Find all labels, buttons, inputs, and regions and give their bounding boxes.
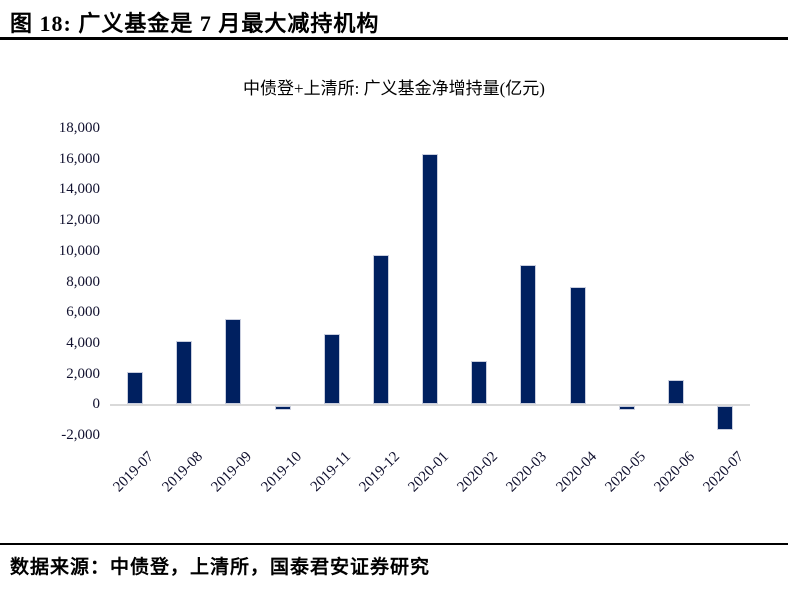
figure-caption: 图 18: 广义基金是 7 月最大减持机构 [10, 11, 380, 36]
y-tick-label: 4,000 [66, 334, 100, 351]
bar-2020-01 [422, 154, 439, 405]
bar-2020-03 [520, 264, 537, 405]
y-tick-label: -2,000 [61, 427, 100, 443]
bar-2019-07 [127, 372, 143, 405]
y-tick-label: 8,000 [66, 273, 100, 290]
y-tick-label: 12,000 [58, 212, 100, 229]
y-tick-label: 16,000 [58, 150, 100, 167]
y-tick-label: 14,000 [58, 181, 100, 198]
bar-2020-05 [618, 406, 635, 411]
y-tick-label: 10,000 [58, 242, 100, 259]
data-source-note: 数据来源：中债登，上清所，国泰君安证券研究 [10, 557, 431, 578]
chart-title: 中债登+上清所: 广义基金净增持量(亿元) [243, 79, 545, 98]
y-tick-label: 0 [92, 396, 101, 413]
bar-2020-06 [667, 379, 684, 405]
header-divider [0, 37, 788, 40]
x-axis-line [110, 404, 750, 407]
y-tick-label: 18,000 [58, 120, 100, 136]
bar-2019-10 [274, 406, 291, 410]
bar-chart: 18,000 16,000 14,000 12,000 10,000 8,000 6,000… [58, 120, 750, 495]
y-tick-label: 6,000 [66, 304, 100, 321]
bar-2019-11 [323, 333, 340, 405]
footer-divider [0, 543, 788, 545]
bar-2020-07 [717, 406, 734, 431]
bar-2019-12 [372, 255, 389, 405]
y-tick-label: 2,000 [66, 365, 100, 382]
bar-2020-02 [471, 361, 488, 405]
bar-2019-08 [176, 341, 193, 405]
bar-2019-09 [225, 319, 242, 405]
bar-2020-04 [569, 286, 586, 405]
